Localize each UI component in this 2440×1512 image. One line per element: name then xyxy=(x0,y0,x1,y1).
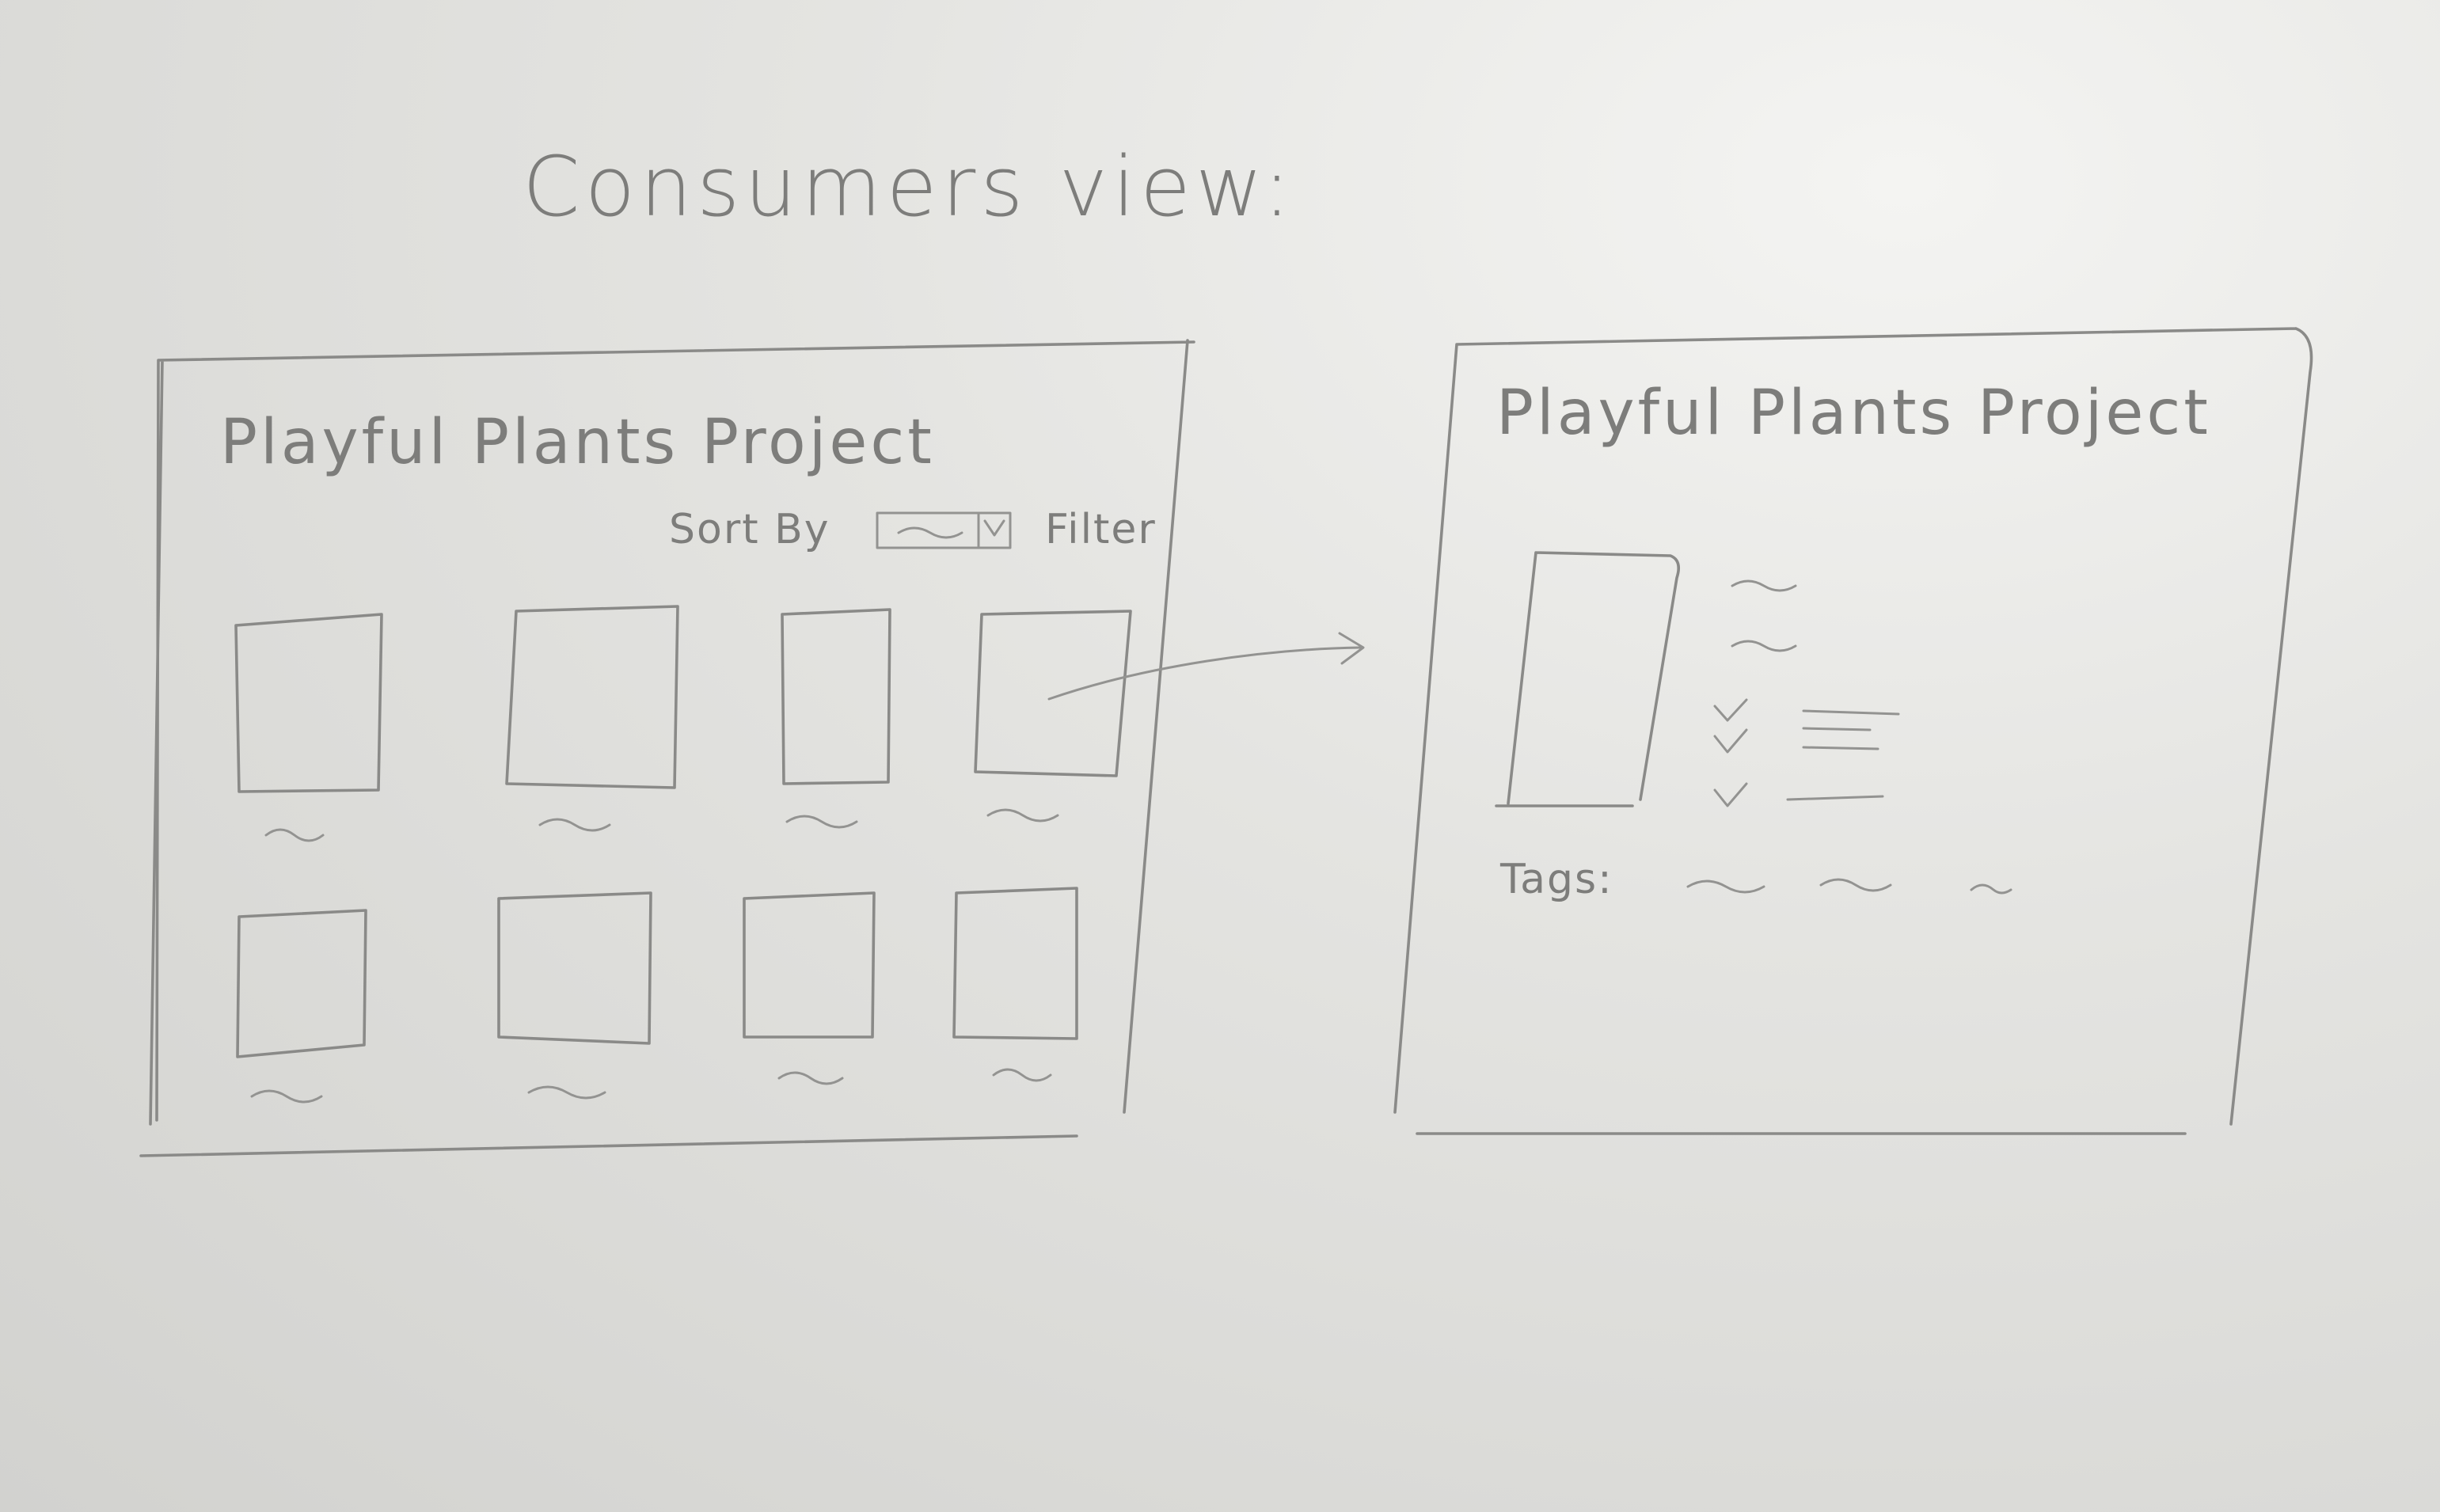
list-screen: Playful Plants Project Sort By Filter xyxy=(139,339,1195,1157)
tags-row: Tags: xyxy=(1499,856,2012,903)
list-toolbar: Sort By Filter xyxy=(669,506,1157,553)
sort-dropdown[interactable] xyxy=(876,511,1012,549)
tag-item[interactable] xyxy=(1970,883,2012,895)
detail-screen-title: Playful Plants Project xyxy=(1496,378,2211,449)
detail-screen-frame xyxy=(1393,327,2313,1135)
detail-screen: Playful Plants Project Tags: xyxy=(1393,327,2313,1135)
filter-button[interactable]: Filter xyxy=(1045,506,1157,553)
list-screen-frame xyxy=(139,339,1195,1157)
product-card[interactable] xyxy=(952,887,1078,1082)
tag-item[interactable] xyxy=(1686,879,1765,894)
product-card[interactable] xyxy=(743,891,876,1085)
product-card[interactable] xyxy=(505,605,679,832)
page-heading: Consumers view: xyxy=(523,139,1295,235)
attribute-checklist xyxy=(1713,698,1900,807)
sort-by-label: Sort By xyxy=(669,506,830,553)
product-image-placeholder xyxy=(1495,551,1680,807)
product-card[interactable] xyxy=(236,909,367,1104)
tag-item[interactable] xyxy=(1819,878,1892,892)
product-card[interactable] xyxy=(781,608,891,829)
navigation-arrow xyxy=(1047,632,1365,701)
tags-label: Tags: xyxy=(1499,856,1613,903)
chevron-down-icon xyxy=(983,519,1005,537)
product-card[interactable] xyxy=(234,613,383,842)
check-icon xyxy=(1713,728,1748,754)
check-icon xyxy=(1713,698,1748,722)
check-icon xyxy=(1713,782,1748,807)
product-card[interactable] xyxy=(497,891,652,1100)
product-card[interactable] xyxy=(974,610,1132,822)
list-screen-title: Playful Plants Project xyxy=(220,407,935,478)
product-info xyxy=(1731,579,1797,652)
